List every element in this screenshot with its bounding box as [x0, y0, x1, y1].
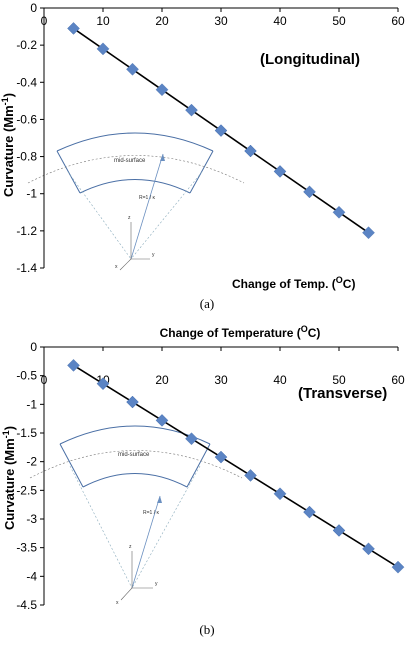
caption-a: (a)	[200, 296, 214, 311]
x-tick-label: 40	[273, 14, 287, 28]
inset-axis-z: z	[129, 544, 132, 550]
y-tick-label: -4	[26, 569, 37, 583]
y-tick-label: -0.2	[16, 38, 37, 52]
data-point	[245, 469, 257, 481]
x-tick-label: 30	[214, 14, 228, 28]
data-point	[274, 165, 286, 177]
title-b: Change of Temperature (OC)	[160, 324, 321, 340]
data-point	[304, 186, 316, 198]
chart-b: Change of Temperature (OC) mid-surface R…	[1, 324, 405, 637]
x-tick-label: 50	[332, 14, 346, 28]
data-point	[245, 145, 257, 157]
data-point	[127, 63, 139, 75]
data-point	[363, 543, 375, 555]
y-tick-label: -0.4	[16, 75, 37, 89]
caption-b: (b)	[199, 622, 214, 637]
inset-axis-x: x	[115, 264, 118, 270]
y-axis-title-a: Curvature (Mm-1)	[0, 93, 16, 197]
data-point	[127, 396, 139, 408]
y-tick-label: -0.8	[16, 150, 37, 164]
y-tick-label: -2.5	[16, 483, 37, 497]
x-tick-label: 40	[273, 373, 287, 387]
data-point	[97, 43, 109, 55]
data-point	[333, 524, 345, 536]
data-point	[333, 206, 345, 218]
x-tick-label: 0	[41, 373, 48, 387]
x-tick-label: 20	[155, 14, 169, 28]
inset-label-radius: R=1 / κ	[143, 510, 159, 516]
y-tick-label: -4.5	[16, 598, 37, 612]
y-tick-label: -0.5	[16, 369, 37, 383]
x-tick-label: 60	[391, 373, 405, 387]
data-point	[215, 125, 227, 137]
inset-axis-z: z	[128, 215, 131, 221]
annotation-longitudinal: (Longitudinal)	[260, 51, 360, 68]
inset-label-mid-surface: mid-surface	[118, 452, 150, 458]
y-tick-label: -1.4	[16, 261, 37, 275]
data-point	[274, 488, 286, 500]
y-tick-label: -3.5	[16, 541, 37, 555]
data-point	[304, 506, 316, 518]
y-tick-label: -3	[26, 512, 37, 526]
x-tick-label: 60	[391, 14, 405, 28]
tick-labels-a: 0 10 20 30 40 50 60 -0.2 -0.4 -0.6 -0.8 -1 -1.2 -1.4 0	[16, 1, 405, 275]
inset-label-radius: R=1 / κ	[139, 195, 155, 201]
inset-diagram-a: mid-surface R=1 / κ z y x	[28, 133, 244, 270]
y-tick-label: 0	[30, 340, 37, 354]
y-tick-label: -1	[26, 187, 37, 201]
x-tick-label: 20	[155, 373, 169, 387]
data-point	[215, 451, 227, 463]
inset-axis-x: x	[116, 600, 119, 606]
x-tick-label: 10	[96, 14, 110, 28]
chart-a: mid-surface R=1 / κ z y x 0 10 20 30 40 50 60 -…	[0, 1, 405, 311]
data-point	[68, 22, 80, 34]
data-point	[156, 84, 168, 96]
x-tick-label: 30	[214, 373, 228, 387]
inset-axis-y: y	[152, 252, 155, 258]
x-axis-title-a: Change of Temp. (OC)	[232, 275, 355, 291]
y-tick-label: -1.2	[16, 224, 37, 238]
y-tick-label: -1	[26, 397, 37, 411]
tick-labels-b: 0102030405060-0.5-1-1.5-2-2.5-3-3.5-4-4.…	[16, 340, 405, 612]
y-axis-title-b: Curvature (Mm-1)	[1, 426, 17, 530]
inset-diagram-b: mid-surface R=1 / κ z y x	[30, 426, 242, 606]
data-point	[156, 414, 168, 426]
y-tick-label: 0	[30, 1, 37, 15]
y-tick-label: -1.5	[16, 426, 37, 440]
y-tick-label: -2	[26, 455, 37, 469]
data-point	[363, 227, 375, 239]
annotation-transverse: (Transverse)	[298, 385, 387, 402]
x-tick-label: 0	[41, 14, 48, 28]
y-tick-label: -0.6	[16, 112, 37, 126]
data-point	[186, 104, 198, 116]
inset-axis-y: y	[155, 581, 158, 587]
inset-label-mid-surface: mid-surface	[114, 158, 146, 164]
data-point	[68, 359, 80, 371]
data-point	[392, 561, 404, 573]
